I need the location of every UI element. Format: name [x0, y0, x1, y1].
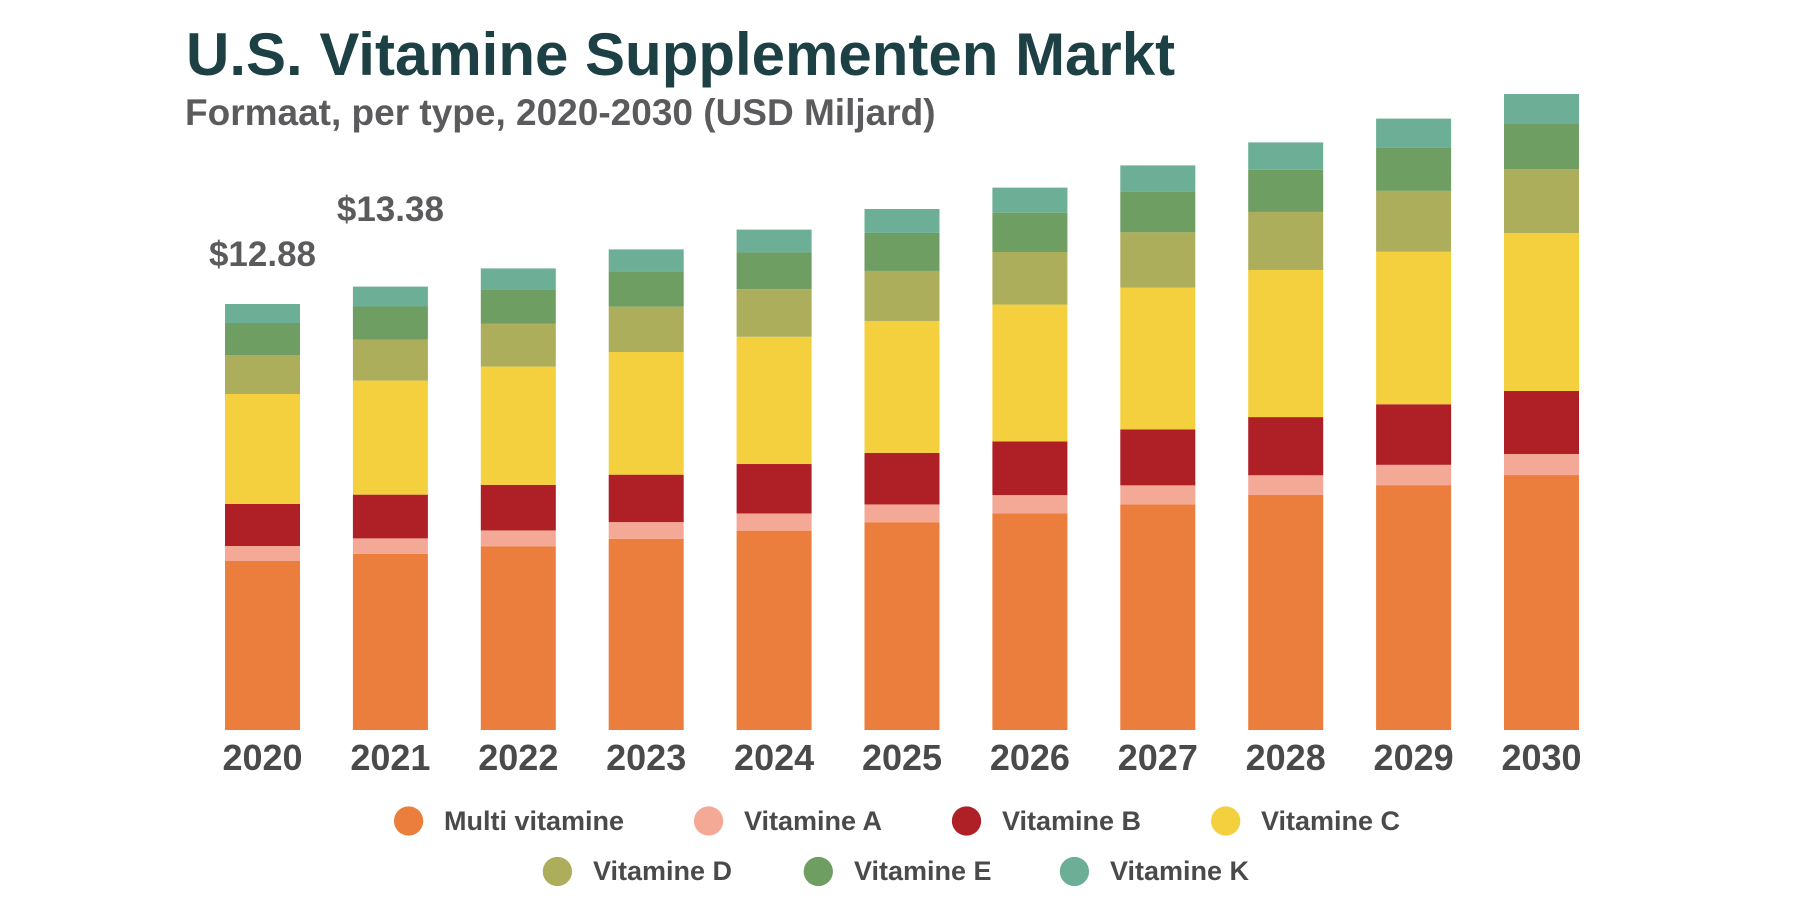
svg-text:$12.88: $12.88	[209, 235, 316, 274]
svg-text:Vitamine K: Vitamine K	[1110, 856, 1250, 886]
svg-text:2020: 2020	[222, 737, 302, 778]
svg-text:2028: 2028	[1246, 737, 1326, 778]
svg-text:2030: 2030	[1501, 737, 1581, 778]
svg-text:Multi vitamine: Multi vitamine	[444, 806, 624, 836]
svg-text:Vitamine C: Vitamine C	[1261, 806, 1400, 836]
svg-text:Vitamine D: Vitamine D	[593, 856, 732, 886]
svg-text:2021: 2021	[350, 737, 430, 778]
svg-text:2029: 2029	[1374, 737, 1454, 778]
svg-text:2025: 2025	[862, 737, 942, 778]
svg-text:2022: 2022	[478, 737, 558, 778]
svg-text:Vitamine A: Vitamine A	[744, 806, 882, 836]
svg-text:2026: 2026	[990, 737, 1070, 778]
svg-text:Vitamine E: Vitamine E	[854, 856, 992, 886]
svg-text:2023: 2023	[606, 737, 686, 778]
svg-text:2024: 2024	[734, 737, 814, 778]
svg-text:$13.38: $13.38	[337, 190, 444, 229]
svg-text:Vitamine B: Vitamine B	[1002, 806, 1141, 836]
svg-text:2027: 2027	[1118, 737, 1198, 778]
